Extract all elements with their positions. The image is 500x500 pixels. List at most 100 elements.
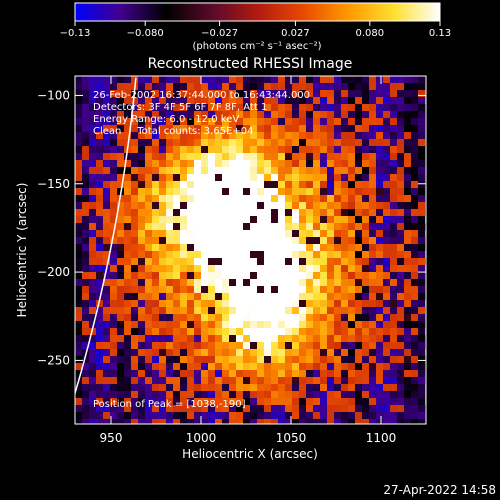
image-pixel — [306, 160, 314, 168]
image-pixel — [355, 146, 363, 154]
image-pixel — [180, 111, 188, 119]
image-pixel — [215, 202, 223, 210]
image-pixel — [173, 363, 181, 371]
image-pixel — [264, 132, 272, 140]
image-pixel — [201, 237, 209, 245]
image-pixel — [376, 258, 384, 266]
image-pixel — [306, 286, 314, 294]
image-pixel — [166, 314, 174, 322]
image-pixel — [208, 293, 216, 301]
image-pixel — [96, 370, 104, 378]
image-pixel — [110, 286, 118, 294]
image-pixel — [292, 349, 300, 357]
image-pixel — [215, 384, 223, 392]
image-pixel — [82, 258, 90, 266]
image-pixel — [397, 272, 405, 280]
image-pixel — [306, 76, 314, 84]
image-pixel — [292, 83, 300, 91]
image-pixel — [152, 160, 160, 168]
footer-timestamp: 27-Apr-2022 14:58 — [383, 483, 496, 497]
image-pixel — [215, 83, 223, 91]
image-pixel — [110, 258, 118, 266]
image-pixel — [222, 265, 230, 273]
image-pixel — [390, 328, 398, 336]
image-pixel — [292, 286, 300, 294]
image-pixel — [180, 335, 188, 343]
image-pixel — [313, 300, 321, 308]
image-pixel — [145, 349, 153, 357]
image-pixel — [404, 83, 412, 91]
image-pixel — [250, 223, 258, 231]
image-pixel — [236, 153, 244, 161]
image-pixel — [159, 370, 167, 378]
image-pixel — [138, 160, 146, 168]
image-pixel — [187, 258, 195, 266]
image-pixel — [138, 188, 146, 196]
image-pixel — [243, 139, 251, 147]
image-pixel — [187, 405, 195, 413]
image-pixel — [383, 97, 391, 105]
image-pixel — [236, 216, 244, 224]
image-pixel — [348, 356, 356, 364]
image-pixel — [271, 272, 279, 280]
image-pixel — [124, 363, 132, 371]
image-pixel — [75, 202, 83, 210]
image-pixel — [138, 97, 146, 105]
image-pixel — [411, 398, 419, 406]
image-pixel — [418, 412, 426, 420]
image-pixel — [313, 244, 321, 252]
image-pixel — [222, 251, 230, 259]
image-pixel — [131, 293, 139, 301]
image-pixel — [82, 279, 90, 287]
image-pixel — [173, 76, 181, 84]
image-pixel — [215, 209, 223, 217]
image-pixel — [334, 146, 342, 154]
image-pixel — [404, 209, 412, 217]
image-pixel — [292, 258, 300, 266]
image-pixel — [103, 251, 111, 259]
image-pixel — [327, 111, 335, 119]
image-pixel — [201, 76, 209, 84]
image-pixel — [257, 342, 265, 350]
image-pixel — [208, 153, 216, 161]
image-pixel — [271, 335, 279, 343]
image-pixel — [257, 314, 265, 322]
image-pixel — [159, 279, 167, 287]
image-pixel — [313, 76, 321, 84]
image-pixel — [180, 370, 188, 378]
image-pixel — [208, 76, 216, 84]
image-pixel — [292, 342, 300, 350]
image-pixel — [145, 321, 153, 329]
image-pixel — [75, 328, 83, 336]
image-pixel — [418, 125, 426, 133]
image-pixel — [348, 293, 356, 301]
image-pixel — [397, 314, 405, 322]
image-pixel — [159, 174, 167, 182]
image-pixel — [117, 272, 125, 280]
image-pixel — [166, 97, 174, 105]
image-pixel — [264, 216, 272, 224]
image-pixel — [194, 321, 202, 329]
image-pixel — [341, 188, 349, 196]
image-pixel — [103, 90, 111, 98]
image-pixel — [194, 384, 202, 392]
image-pixel — [334, 174, 342, 182]
image-pixel — [250, 139, 258, 147]
image-pixel — [250, 335, 258, 343]
image-pixel — [159, 160, 167, 168]
image-pixel — [257, 286, 265, 294]
image-pixel — [187, 125, 195, 133]
image-pixel — [390, 377, 398, 385]
image-pixel — [201, 216, 209, 224]
image-pixel — [264, 83, 272, 91]
image-pixel — [362, 76, 370, 84]
image-pixel — [201, 335, 209, 343]
image-pixel — [299, 342, 307, 350]
image-pixel — [257, 97, 265, 105]
image-pixel — [334, 286, 342, 294]
image-pixel — [334, 230, 342, 238]
colorbar-tick-labels: −0.13 −0.080 −0.027 0.027 0.080 0.13 — [60, 28, 451, 39]
image-pixel — [278, 104, 286, 112]
image-pixel — [355, 272, 363, 280]
image-pixel — [278, 153, 286, 161]
